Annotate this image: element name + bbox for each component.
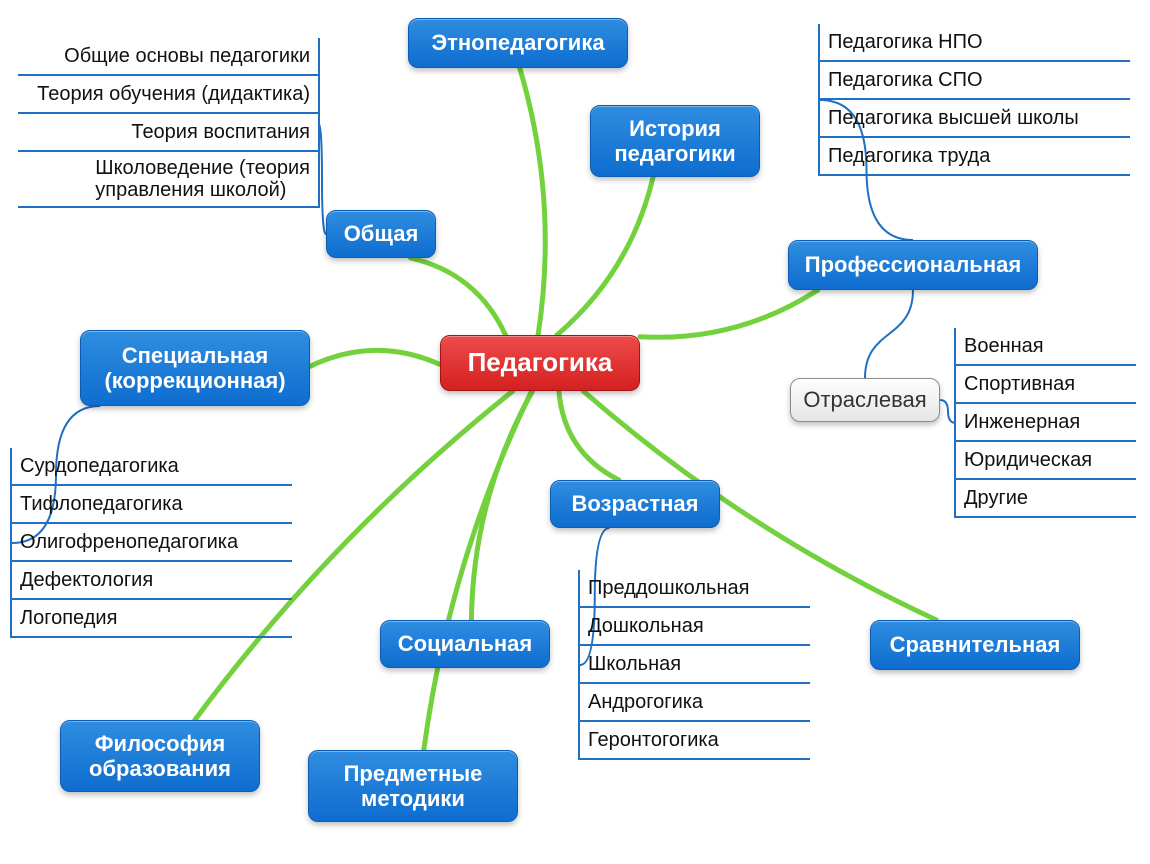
list-item: Школьная: [580, 646, 810, 684]
list-professional: Педагогика НПОПедагогика СПОПедагогика в…: [820, 24, 1130, 176]
list-age: ПреддошкольнаяДошкольнаяШкольнаяАндрогог…: [580, 570, 810, 760]
edge-center-professional: [640, 290, 818, 337]
node-label: Социальная: [398, 631, 532, 656]
node-label: Отраслевая: [803, 387, 926, 412]
list-item: Педагогика СПО: [820, 62, 1130, 100]
node-label: Этнопедагогика: [431, 30, 604, 55]
list-item: Педагогика труда: [820, 138, 1130, 176]
node-special: Специальная (коррекционная): [80, 330, 310, 406]
node-label: Специальная (коррекционная): [104, 343, 285, 394]
node-ethno: Этнопедагогика: [408, 18, 628, 68]
list-item: Олигофренопедагогика: [12, 524, 292, 562]
node-history: История педагогики: [590, 105, 760, 177]
node-label: Профессиональная: [805, 252, 1021, 277]
list-item: Дефектология: [12, 562, 292, 600]
node-label: Возрастная: [571, 491, 698, 516]
connector-professional-industry: [865, 290, 913, 378]
list-item: Другие: [956, 480, 1136, 518]
list-item: Дошкольная: [580, 608, 810, 646]
list-item: Военная: [956, 328, 1136, 366]
node-philosophy: Философия образования: [60, 720, 260, 792]
list-item: Педагогика НПО: [820, 24, 1130, 62]
list-item: Общие основы педагогики: [18, 38, 318, 76]
node-label: История педагогики: [614, 116, 735, 167]
list-item: Теория воспитания: [18, 114, 318, 152]
edge-center-general: [411, 258, 506, 335]
node-professional: Профессиональная: [788, 240, 1038, 290]
node-comparative: Сравнительная: [870, 620, 1080, 670]
list-frame: [954, 328, 956, 518]
edge-center-social: [471, 391, 532, 620]
node-label: Предметные методики: [344, 761, 483, 812]
node-methods: Предметные методики: [308, 750, 518, 822]
list-item: Андрогогика: [580, 684, 810, 722]
list-frame: [318, 38, 320, 208]
list-item: Геронтогогика: [580, 722, 810, 760]
list-item: Преддошкольная: [580, 570, 810, 608]
node-label: Педагогика: [468, 348, 613, 378]
diagram-stage: Педагогика Этнопедагогика История педагоги…: [0, 0, 1150, 864]
list-frame: [10, 448, 12, 638]
list-frame: [818, 24, 820, 176]
edge-center-history: [557, 177, 653, 335]
node-general: Общая: [326, 210, 436, 258]
list-special: СурдопедагогикаТифлопедагогикаОлигофрено…: [12, 448, 292, 638]
node-label: Сравнительная: [890, 632, 1061, 657]
edge-center-methods: [424, 391, 532, 750]
node-age: Возрастная: [550, 480, 720, 528]
list-item: Логопедия: [12, 600, 292, 638]
list-general: Общие основы педагогикиТеория обучения (…: [18, 38, 318, 208]
list-industry: ВоеннаяСпортивнаяИнженернаяЮридическаяДр…: [956, 328, 1136, 518]
list-frame: [578, 570, 580, 760]
list-item: Педагогика высшей школы: [820, 100, 1130, 138]
list-item: Инженерная: [956, 404, 1136, 442]
list-item: Спортивная: [956, 366, 1136, 404]
node-industry: Отраслевая: [790, 378, 940, 422]
node-social: Социальная: [380, 620, 550, 668]
edge-center-age: [559, 391, 619, 480]
node-center: Педагогика: [440, 335, 640, 391]
list-item: Школоведение (теория управления школой): [18, 152, 318, 208]
list-item: Тифлопедагогика: [12, 486, 292, 524]
node-label: Философия образования: [89, 731, 231, 782]
list-item: Теория обучения (дидактика): [18, 76, 318, 114]
list-item: Сурдопедагогика: [12, 448, 292, 486]
edge-center-special: [310, 350, 440, 366]
edge-center-ethno: [520, 68, 546, 335]
list-item: Юридическая: [956, 442, 1136, 480]
node-label: Общая: [344, 221, 419, 246]
